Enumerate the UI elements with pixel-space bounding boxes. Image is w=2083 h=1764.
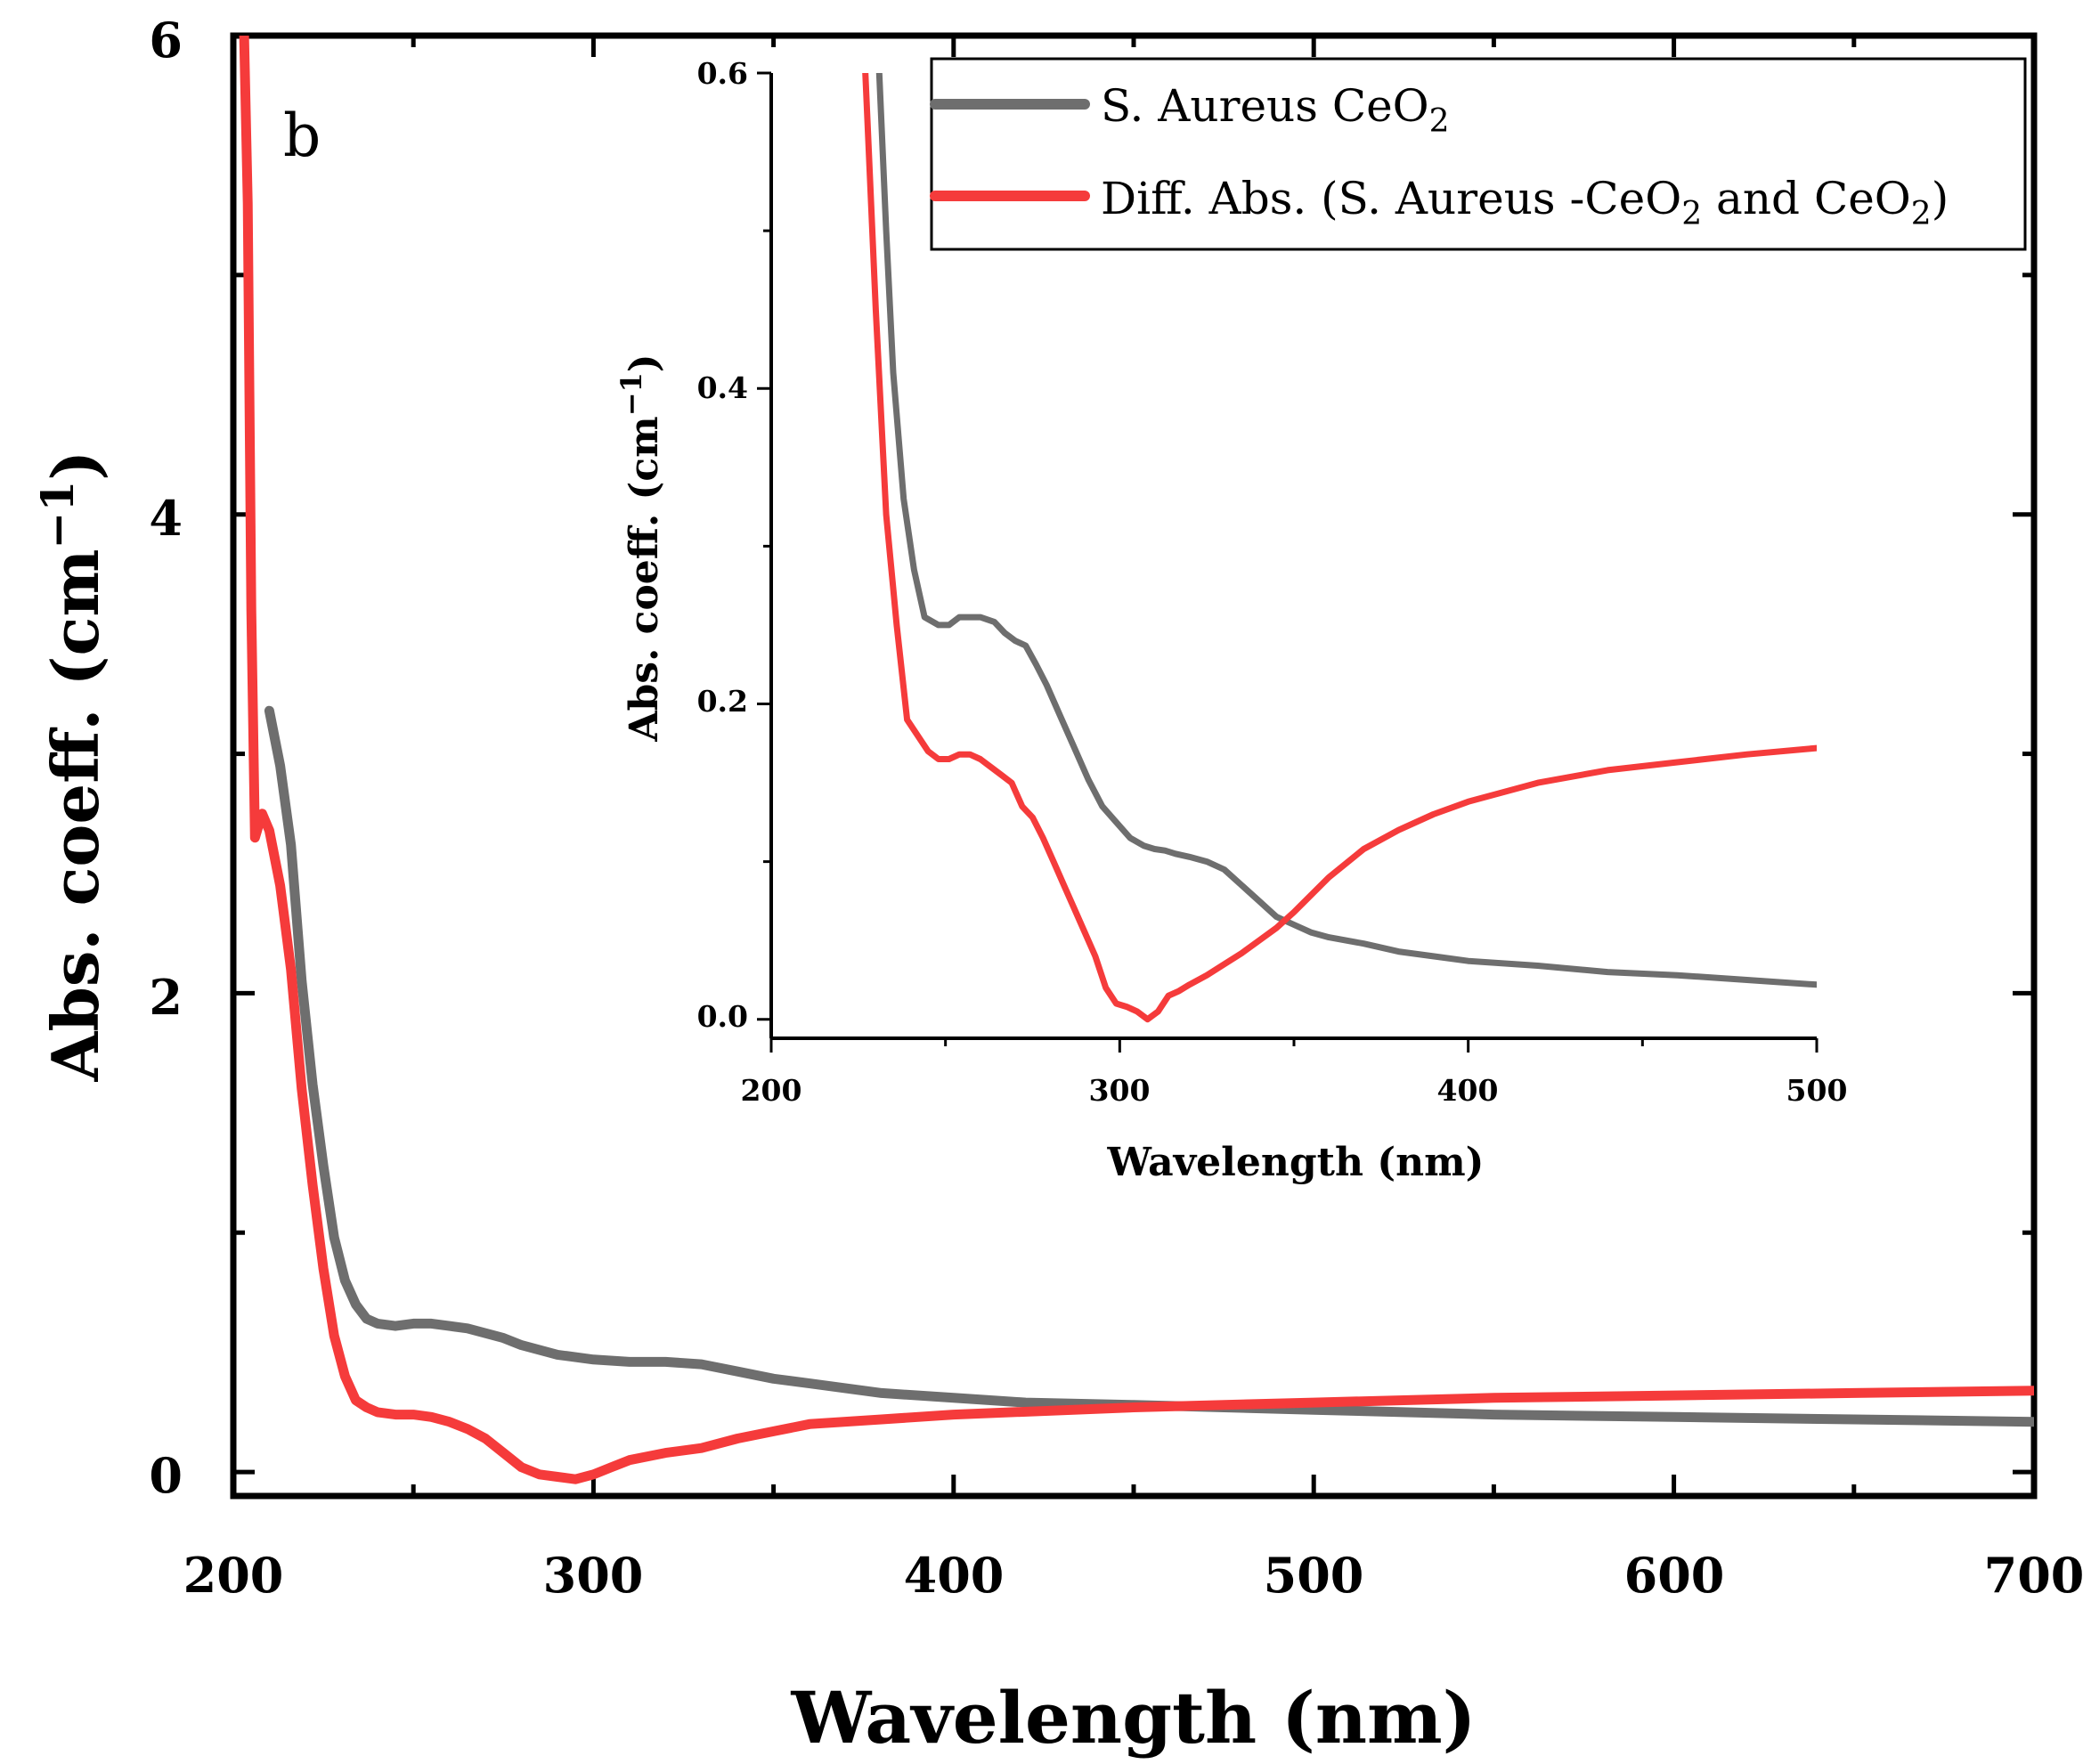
inset-y-tick-label: 0.0 bbox=[697, 999, 748, 1034]
legend-label-s-aureus: S. Aureus CeO2 bbox=[1101, 80, 1450, 140]
main-y-axis-label-close: ) bbox=[37, 451, 113, 481]
inset-y-axis-label-close: ) bbox=[622, 354, 667, 372]
inset-series-line-s-aureus-ceo2 bbox=[875, 73, 1817, 988]
inset-y-axis-label: Abs. coeff. (cm−1) bbox=[614, 354, 667, 742]
main-series-lines bbox=[239, 36, 2034, 1484]
main-axis-ticks bbox=[231, 33, 2037, 1496]
inset-series-line-diff-abs bbox=[862, 73, 1817, 1023]
inset-x-tick-labels: 200 300 400 500 bbox=[741, 1073, 1848, 1108]
main-x-tick-label: 400 bbox=[904, 1547, 1005, 1604]
inset-axis-ticks bbox=[757, 71, 1819, 1053]
main-x-tick-label: 200 bbox=[183, 1547, 284, 1604]
main-y-tick-label: 2 bbox=[149, 969, 183, 1026]
main-y-axis-label-text: Abs. coeff. (cm bbox=[37, 549, 113, 1082]
legend: S. Aureus CeO2 Diff. Abs. (S. Aureus -Ce… bbox=[930, 57, 2027, 251]
inset-x-tick-label: 400 bbox=[1437, 1073, 1499, 1108]
main-y-tick-label: 0 bbox=[149, 1447, 183, 1504]
legend-label-diff-abs: Diff. Abs. (S. Aureus -CeO2 and CeO2) bbox=[1101, 173, 1949, 232]
main-x-axis-label: Wavelength (nm) bbox=[791, 1676, 1477, 1760]
main-series-line-diff-abs bbox=[239, 36, 2034, 1484]
main-y-axis-label-sup: −1 bbox=[31, 481, 84, 549]
inset-x-tick-label: 300 bbox=[1089, 1073, 1151, 1108]
main-y-tick-label: 4 bbox=[149, 490, 183, 547]
panel-label: b bbox=[283, 102, 321, 170]
inset-y-tick-labels: 0.0 0.2 0.4 0.6 bbox=[697, 56, 748, 1034]
main-x-tick-labels: 200 300 400 500 600 700 bbox=[183, 1547, 2083, 1604]
inset-y-axis-label-text: Abs. coeff. (cm bbox=[622, 416, 667, 742]
inset-x-tick-label: 500 bbox=[1786, 1073, 1848, 1108]
inset-y-tick-label: 0.6 bbox=[697, 56, 748, 91]
main-y-tick-labels: 0 2 4 6 bbox=[149, 12, 183, 1504]
main-x-tick-label: 700 bbox=[1984, 1547, 2083, 1604]
main-x-tick-label: 500 bbox=[1264, 1547, 1364, 1604]
main-series-line-s-aureus-ceo2 bbox=[264, 705, 2034, 1427]
main-x-tick-label: 600 bbox=[1624, 1547, 1725, 1604]
main-x-tick-label: 300 bbox=[543, 1547, 644, 1604]
legend-box bbox=[930, 57, 2027, 251]
inset-plot: 200 300 400 500 0.0 0.2 0.4 0.6 Waveleng… bbox=[614, 56, 1847, 1185]
main-plot-frame bbox=[230, 32, 2038, 1500]
inset-y-tick-label: 0.2 bbox=[697, 684, 748, 719]
inset-y-tick-label: 0.4 bbox=[697, 370, 748, 405]
inset-series-lines bbox=[862, 73, 1817, 1023]
inset-y-axis-label-sup: −1 bbox=[614, 372, 648, 416]
main-y-tick-label: 6 bbox=[149, 12, 183, 69]
inset-x-tick-label: 200 bbox=[741, 1073, 802, 1108]
inset-x-axis-label: Wavelength (nm) bbox=[1107, 1140, 1485, 1185]
main-y-axis-label: Abs. coeff. (cm−1) bbox=[31, 451, 113, 1083]
